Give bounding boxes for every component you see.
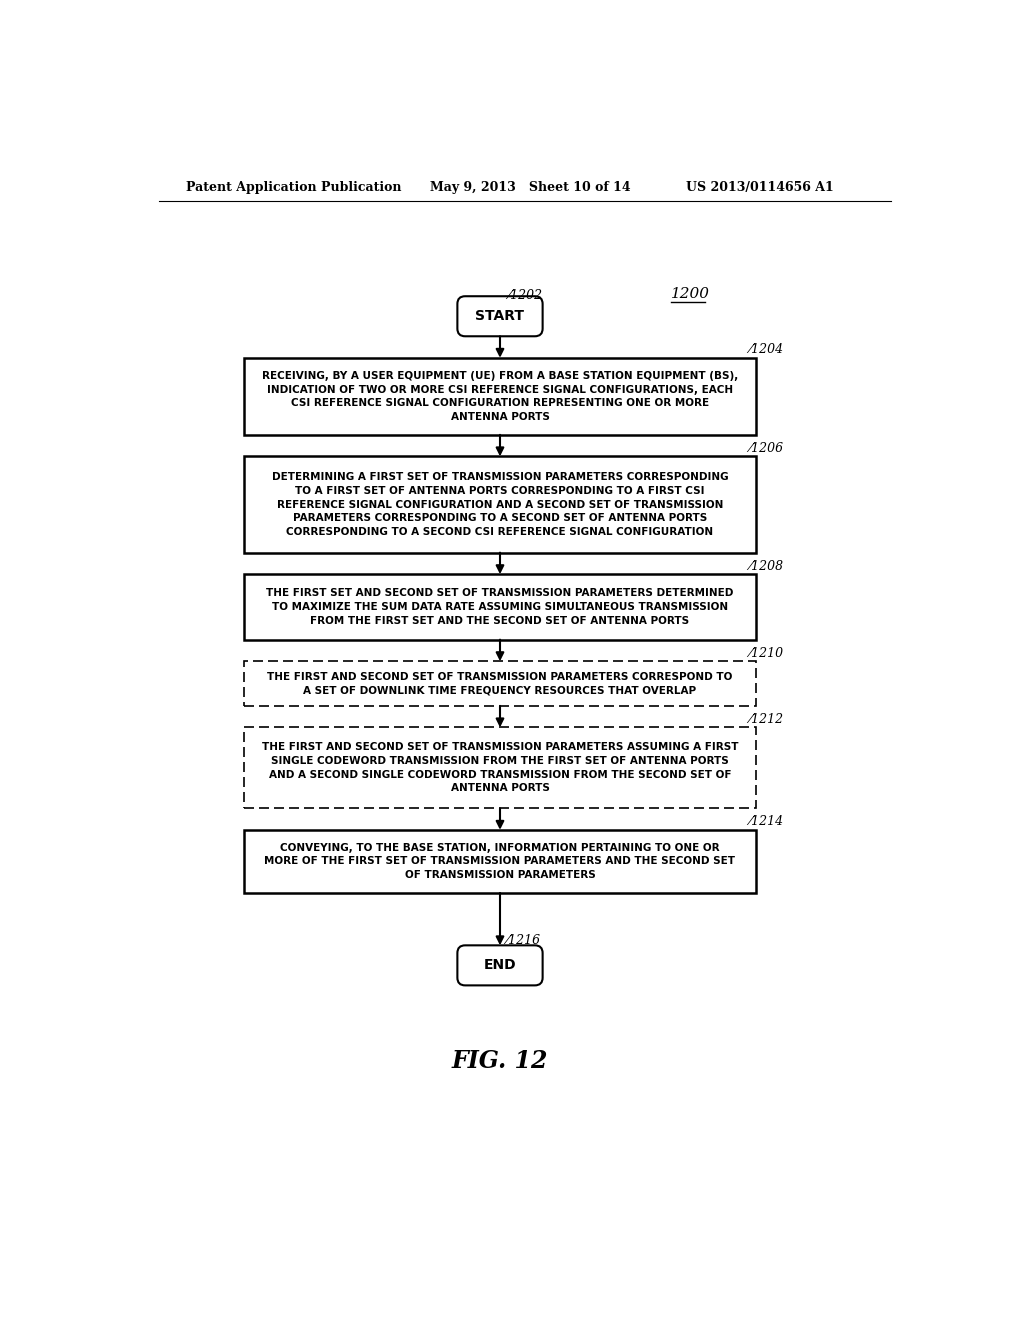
Text: ⁄1208: ⁄1208 — [750, 560, 783, 573]
Text: THE FIRST AND SECOND SET OF TRANSMISSION PARAMETERS CORRESPOND TO
A SET OF DOWNL: THE FIRST AND SECOND SET OF TRANSMISSION… — [267, 672, 733, 696]
FancyBboxPatch shape — [245, 457, 756, 553]
Text: ⁄1204: ⁄1204 — [750, 343, 783, 356]
FancyBboxPatch shape — [458, 296, 543, 337]
FancyBboxPatch shape — [245, 727, 756, 808]
Text: ⁄1210: ⁄1210 — [750, 647, 783, 660]
Text: THE FIRST SET AND SECOND SET OF TRANSMISSION PARAMETERS DETERMINED
TO MAXIMIZE T: THE FIRST SET AND SECOND SET OF TRANSMIS… — [266, 589, 733, 626]
FancyBboxPatch shape — [245, 358, 756, 434]
Text: Patent Application Publication: Patent Application Publication — [186, 181, 401, 194]
Text: THE FIRST AND SECOND SET OF TRANSMISSION PARAMETERS ASSUMING A FIRST
SINGLE CODE: THE FIRST AND SECOND SET OF TRANSMISSION… — [262, 742, 738, 793]
Text: May 9, 2013   Sheet 10 of 14: May 9, 2013 Sheet 10 of 14 — [430, 181, 631, 194]
Text: END: END — [483, 958, 516, 973]
Text: ⁄1206: ⁄1206 — [750, 442, 783, 455]
Text: FIG. 12: FIG. 12 — [452, 1049, 548, 1073]
Text: ⁄1214: ⁄1214 — [750, 816, 783, 829]
Text: ⁄1216: ⁄1216 — [506, 933, 541, 946]
Text: DETERMINING A FIRST SET OF TRANSMISSION PARAMETERS CORRESPONDING
TO A FIRST SET : DETERMINING A FIRST SET OF TRANSMISSION … — [271, 473, 728, 537]
Text: ⁄1202: ⁄1202 — [508, 289, 542, 302]
Text: START: START — [475, 309, 524, 323]
Text: CONVEYING, TO THE BASE STATION, INFORMATION PERTAINING TO ONE OR
MORE OF THE FIR: CONVEYING, TO THE BASE STATION, INFORMAT… — [264, 842, 735, 880]
Text: US 2013/0114656 A1: US 2013/0114656 A1 — [686, 181, 834, 194]
FancyBboxPatch shape — [245, 574, 756, 640]
Text: RECEIVING, BY A USER EQUIPMENT (UE) FROM A BASE STATION EQUIPMENT (BS),
INDICATI: RECEIVING, BY A USER EQUIPMENT (UE) FROM… — [262, 371, 738, 421]
Text: ⁄1212: ⁄1212 — [750, 713, 783, 726]
FancyBboxPatch shape — [458, 945, 543, 985]
FancyBboxPatch shape — [245, 661, 756, 706]
FancyBboxPatch shape — [245, 830, 756, 892]
Text: 1200: 1200 — [671, 286, 710, 301]
